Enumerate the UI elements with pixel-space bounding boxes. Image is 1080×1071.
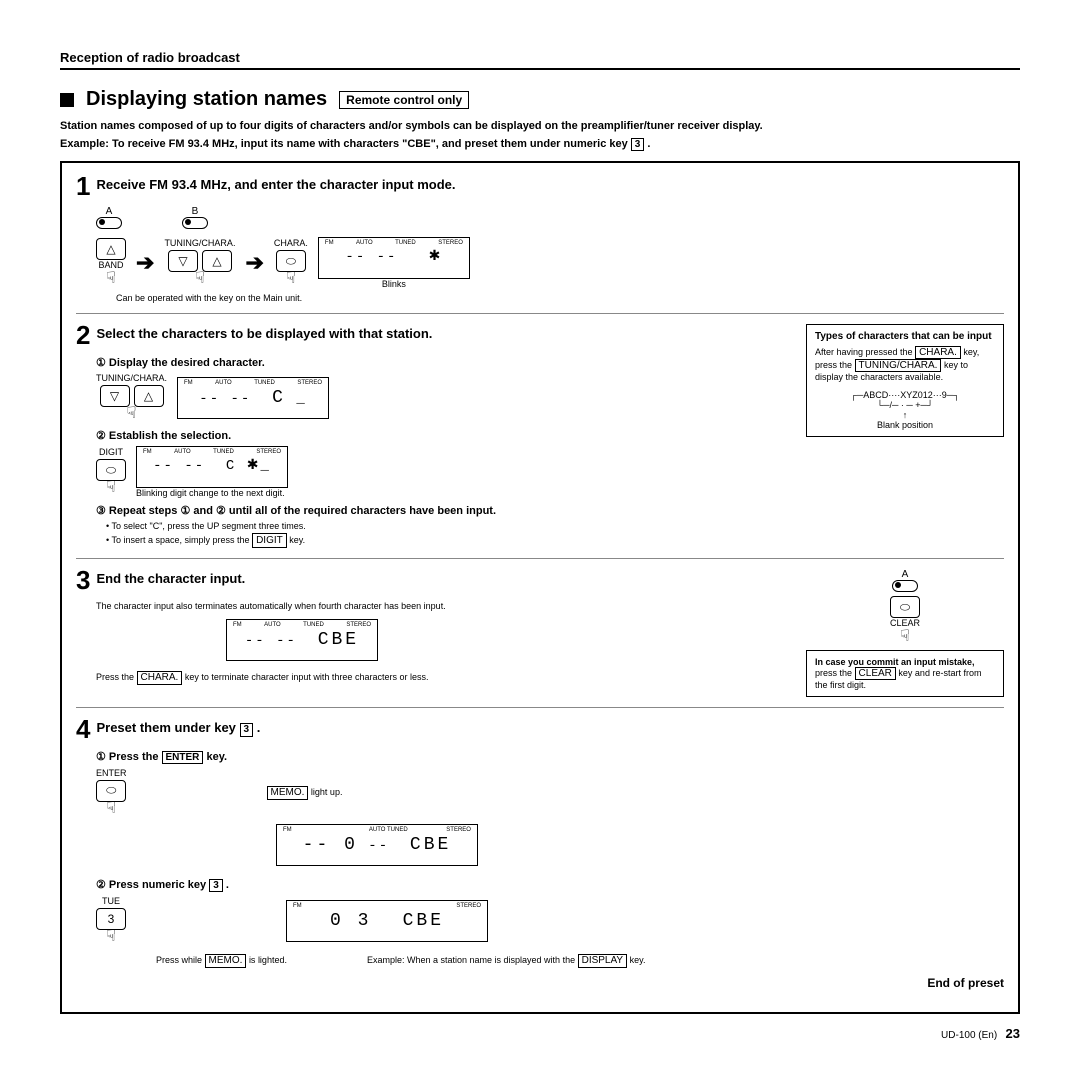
numeric-3-button-icon: TUE 3 ☟	[96, 896, 126, 946]
step-2-notes: • To select "C", press the UP segment th…	[106, 521, 786, 548]
hand-icon: ☟	[127, 403, 137, 423]
hand-icon: ☟	[106, 268, 116, 288]
title-row: Displaying station names Remote control …	[60, 88, 1020, 111]
step-1-diagram: A B	[96, 206, 1004, 231]
step-3-title: End the character input.	[96, 569, 245, 587]
step-number: 2	[76, 324, 90, 347]
step-2: 2 Select the characters to be displayed …	[76, 324, 1004, 559]
substep-2: ② Press numeric key 3 .	[96, 878, 1004, 892]
hand-icon: ☟	[900, 626, 910, 646]
section-header: Reception of radio broadcast	[60, 50, 1020, 70]
steps-frame: 1 Receive FM 93.4 MHz, and enter the cha…	[60, 161, 1020, 1014]
step-number: 1	[76, 175, 90, 198]
press-chara-note: Press the CHARA. key to terminate charac…	[96, 671, 786, 685]
hand-icon: ☟	[195, 268, 205, 288]
switch-a-icon: A	[96, 206, 122, 231]
substep-3: ③ Repeat steps ① and ② until all of the …	[96, 504, 786, 517]
digit-button-icon: DIGIT ⬭ ☟	[96, 447, 126, 497]
page-number: 23	[1006, 1026, 1020, 1041]
step-number: 3	[76, 569, 90, 592]
enter-button-icon: ENTER ⬭ ☟	[96, 768, 127, 818]
step-1-title: Receive FM 93.4 MHz, and enter the chara…	[96, 175, 455, 193]
display-panel: FMAUTOTUNEDSTEREO -- -- C _	[177, 377, 329, 419]
memo-light-note: MEMO. light up.	[267, 786, 343, 800]
manual-page: Reception of radio broadcast Displaying …	[0, 0, 1080, 1071]
step-4-title: Preset them under key 3 .	[96, 718, 260, 737]
page-footer: UD-100 (En) 23	[60, 1026, 1020, 1041]
step-number: 4	[76, 718, 90, 741]
arrow-icon: ➔	[245, 250, 263, 276]
arrow-icon: ➔	[136, 250, 154, 276]
display-panel: FMAUTOTUNEDSTEREO -- -- CBE	[226, 619, 378, 661]
hand-icon: ☟	[106, 798, 116, 818]
switch-b-icon: B	[182, 206, 208, 231]
char-sequence-diagram: ┌─ABCD····XYZ012···9─┐ └─/─ · ─ +─┘ ↑ Bl…	[815, 390, 995, 430]
hand-icon: ☟	[106, 926, 116, 946]
remote-only-badge: Remote control only	[339, 91, 469, 109]
character-types-sidebox: Types of characters that can be input Af…	[806, 324, 1004, 437]
step-3-note: The character input also terminates auto…	[96, 601, 786, 612]
step-3: 3 End the character input. The character…	[76, 569, 1004, 708]
substep-2: ② Establish the selection.	[96, 429, 786, 442]
intro-text: Station names composed of up to four dig…	[60, 119, 1020, 134]
step-1-note: Can be operated with the key on the Main…	[116, 293, 1004, 303]
step-4: 4 Preset them under key 3 . ① Press the …	[76, 718, 1004, 999]
substep-1: ① Display the desired character.	[96, 356, 786, 369]
display-panel-2: FMAUTOTUNEDSTEREO -- -- C ✱_ Blinking di…	[136, 446, 288, 499]
step-2-title: Select the characters to be displayed wi…	[96, 324, 432, 342]
display-panel: FMSTEREO 0 3 CBE	[286, 900, 488, 942]
press-while-note: Press while MEMO. is lighted.	[156, 954, 287, 968]
example-text: Example: To receive FM 93.4 MHz, input i…	[60, 138, 1020, 151]
tuning-chara-buttons: TUNING/CHARA. ▽ △ ☟	[164, 238, 235, 288]
page-title: Displaying station names	[86, 88, 327, 111]
hand-icon: ☟	[286, 268, 296, 288]
display-example-note: Example: When a station name is displaye…	[367, 954, 645, 968]
clear-button-icon: ⬭ CLEAR ☟	[806, 596, 1004, 646]
step-1: 1 Receive FM 93.4 MHz, and enter the cha…	[76, 175, 1004, 314]
display-panel: FMAUTO TUNEDSTEREO -- 0 -- CBE	[276, 824, 478, 866]
bullet-icon	[60, 93, 74, 107]
tuning-chara-buttons: TUNING/CHARA. ▽ △ ☟	[96, 373, 167, 423]
clear-sidebox: A ⬭ CLEAR ☟ In case you commit an input …	[806, 569, 1004, 697]
blinks-label: Blinks	[318, 279, 470, 289]
band-button-icon: △ BAND ☟	[96, 238, 126, 288]
display-panel: FM AUTO TUNED STEREO -- -- ✱ Blinks	[318, 237, 470, 289]
hand-icon: ☟	[106, 477, 116, 497]
chara-button-icon: CHARA. ⬭ ☟	[274, 238, 308, 288]
end-of-preset: End of preset	[76, 976, 1004, 990]
substep-1: ① Press the ENTER key.	[96, 750, 1004, 764]
